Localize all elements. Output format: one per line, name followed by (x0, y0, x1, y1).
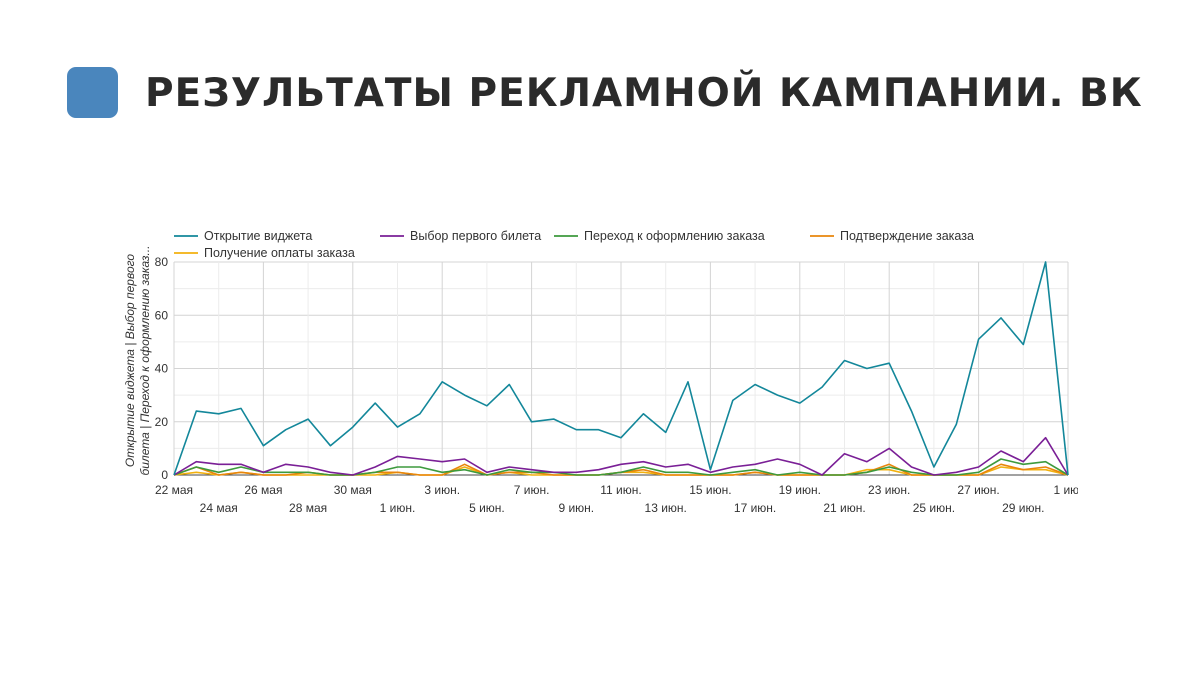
x-tick-label: 23 июн. (868, 483, 910, 497)
x-tick-label: 19 июн. (779, 483, 821, 497)
series-line (173, 261, 1069, 476)
x-tick-label: 24 мая (200, 501, 238, 515)
x-tick-label: 9 июн. (558, 501, 594, 515)
y-axis-label: Открытие виджета | Выбор первого билета |… (123, 246, 152, 476)
x-tick-label: 22 мая (155, 483, 193, 497)
y-tick-label: 0 (161, 468, 168, 482)
x-tick-label: 3 июн. (424, 483, 460, 497)
chart-canvas: 0 20 40 60 80 22 мая 24 мая 26 мая 28 мая 30 мая 1… (123, 229, 1078, 515)
series-line (173, 436, 1069, 476)
x-tick-label: 28 мая (289, 501, 327, 515)
x-tick-label: 15 июн. (689, 483, 731, 497)
x-tick-label: 1 июн. (380, 501, 416, 515)
chart-series (173, 261, 1069, 476)
y-axis-title-line: Открытие виджета | Выбор первого (123, 254, 137, 468)
x-tick-label: 17 июн. (734, 501, 776, 515)
legend-label: Переход к оформлению заказа (584, 229, 765, 243)
y-tick-label: 60 (155, 308, 169, 322)
y-axis-title-line: билета | Переход к оформлению заказ... (138, 246, 152, 476)
x-tick-label: 29 июн. (1002, 501, 1044, 515)
legend-label: Подтверждение заказа (840, 229, 974, 243)
y-tick-label: 80 (155, 255, 169, 269)
x-tick-label: 27 июн. (957, 483, 999, 497)
x-tick-label: 7 июн. (514, 483, 550, 497)
series-line (173, 458, 1069, 476)
x-tick-label: 13 июн. (645, 501, 687, 515)
x-tick-label: 11 июн. (600, 483, 641, 497)
x-tick-label: 21 июн. (823, 501, 865, 515)
chart-grid (173, 261, 1069, 476)
legend-label: Открытие виджета (204, 229, 312, 243)
chart-axes: 0 20 40 60 80 22 мая 24 мая 26 мая 28 мая 30 мая 1… (155, 255, 1078, 515)
legend-label: Выбор первого билета (410, 229, 541, 243)
x-tick-label: 30 мая (334, 483, 372, 497)
x-tick-label: 5 июн. (469, 501, 505, 515)
page-title: РЕЗУЛЬТАТЫ РЕКЛАМНОЙ КАМПАНИИ. ВК (145, 71, 1143, 116)
x-tick-label: 26 мая (244, 483, 282, 497)
header-square-icon (67, 67, 118, 118)
x-tick-label: 25 июн. (913, 501, 955, 515)
line-chart: 0 20 40 60 80 22 мая 24 мая 26 мая 28 мая 30 мая 1… (122, 222, 1078, 524)
legend-label: Получение оплаты заказа (204, 246, 355, 260)
x-tick-label: 1 ию. (1053, 483, 1078, 497)
chart-legend: Открытие виджета Выбор первого билета Пере… (174, 229, 974, 260)
y-tick-label: 40 (155, 362, 169, 376)
y-tick-label: 20 (155, 415, 169, 429)
